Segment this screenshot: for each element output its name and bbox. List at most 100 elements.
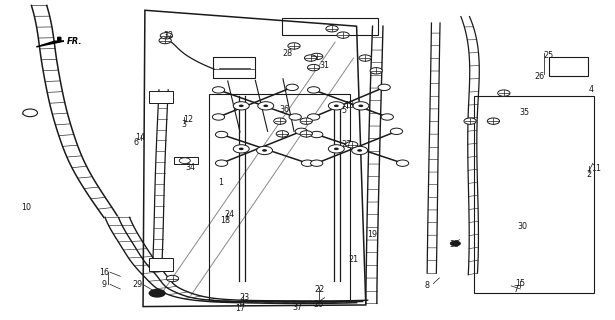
Circle shape bbox=[359, 105, 363, 107]
Text: 34: 34 bbox=[186, 163, 196, 172]
Circle shape bbox=[304, 55, 317, 61]
Text: 36: 36 bbox=[280, 105, 290, 114]
Circle shape bbox=[308, 64, 320, 71]
Circle shape bbox=[391, 128, 403, 134]
Text: 28: 28 bbox=[283, 49, 293, 58]
Bar bbox=[474, 96, 594, 293]
Circle shape bbox=[334, 105, 339, 107]
Text: 6: 6 bbox=[133, 138, 138, 147]
FancyBboxPatch shape bbox=[173, 157, 198, 164]
Text: 21: 21 bbox=[349, 255, 359, 264]
Text: 32: 32 bbox=[163, 31, 173, 40]
Circle shape bbox=[326, 26, 338, 32]
Text: 16: 16 bbox=[100, 268, 109, 277]
Text: FR.: FR. bbox=[67, 37, 82, 46]
Circle shape bbox=[262, 149, 267, 152]
Circle shape bbox=[161, 33, 172, 39]
Circle shape bbox=[346, 141, 358, 148]
Text: 26: 26 bbox=[534, 72, 544, 81]
Text: 25: 25 bbox=[544, 51, 554, 60]
Text: 14: 14 bbox=[135, 132, 146, 141]
Circle shape bbox=[334, 148, 339, 150]
Text: 7: 7 bbox=[514, 284, 518, 293]
Text: 30: 30 bbox=[517, 222, 527, 231]
Circle shape bbox=[498, 90, 510, 96]
Circle shape bbox=[233, 102, 249, 110]
Text: 17: 17 bbox=[235, 304, 245, 313]
Text: 13: 13 bbox=[344, 101, 354, 110]
FancyBboxPatch shape bbox=[549, 57, 588, 76]
Circle shape bbox=[215, 160, 228, 166]
Circle shape bbox=[397, 160, 409, 166]
Circle shape bbox=[23, 109, 38, 117]
Circle shape bbox=[149, 289, 166, 298]
Text: 9: 9 bbox=[101, 280, 106, 289]
Text: 29: 29 bbox=[132, 280, 143, 289]
Circle shape bbox=[300, 118, 312, 124]
Text: 4: 4 bbox=[589, 85, 593, 94]
Circle shape bbox=[295, 128, 308, 134]
Circle shape bbox=[301, 160, 314, 166]
Circle shape bbox=[357, 149, 362, 152]
Circle shape bbox=[337, 32, 349, 38]
Text: 20: 20 bbox=[314, 300, 323, 308]
Circle shape bbox=[288, 43, 300, 49]
Circle shape bbox=[258, 102, 274, 110]
FancyBboxPatch shape bbox=[149, 258, 173, 270]
Circle shape bbox=[311, 131, 323, 138]
Text: 3: 3 bbox=[181, 120, 186, 130]
Circle shape bbox=[274, 118, 286, 124]
Text: 2: 2 bbox=[586, 170, 591, 179]
Circle shape bbox=[179, 158, 190, 164]
Text: 37: 37 bbox=[292, 303, 302, 312]
Circle shape bbox=[353, 102, 369, 110]
Circle shape bbox=[256, 146, 272, 155]
Circle shape bbox=[233, 145, 249, 153]
Text: 18: 18 bbox=[220, 216, 229, 225]
Text: 35: 35 bbox=[519, 108, 529, 117]
Circle shape bbox=[311, 160, 323, 166]
Text: 10: 10 bbox=[22, 203, 31, 212]
Circle shape bbox=[378, 84, 391, 91]
Text: 15: 15 bbox=[515, 279, 525, 288]
Text: 8: 8 bbox=[424, 281, 430, 290]
Circle shape bbox=[289, 114, 301, 120]
Text: 22: 22 bbox=[314, 285, 324, 294]
Circle shape bbox=[311, 53, 323, 60]
Text: 11: 11 bbox=[591, 164, 601, 173]
Circle shape bbox=[159, 37, 172, 44]
Text: 33: 33 bbox=[449, 240, 459, 249]
Circle shape bbox=[370, 68, 383, 74]
Bar bbox=[209, 94, 351, 301]
Circle shape bbox=[328, 145, 344, 153]
FancyBboxPatch shape bbox=[149, 91, 173, 103]
Circle shape bbox=[286, 84, 298, 91]
Circle shape bbox=[359, 55, 371, 61]
Text: 19: 19 bbox=[367, 230, 377, 239]
Circle shape bbox=[308, 87, 320, 93]
Text: 31: 31 bbox=[319, 60, 329, 69]
Text: 5: 5 bbox=[342, 106, 347, 115]
Polygon shape bbox=[36, 37, 64, 47]
Circle shape bbox=[239, 148, 244, 150]
Circle shape bbox=[464, 118, 476, 124]
Circle shape bbox=[352, 146, 368, 155]
Circle shape bbox=[487, 118, 499, 124]
Text: 24: 24 bbox=[224, 210, 234, 219]
Circle shape bbox=[308, 114, 320, 120]
Text: 23: 23 bbox=[239, 293, 249, 302]
Circle shape bbox=[263, 105, 268, 107]
Circle shape bbox=[167, 275, 178, 282]
Circle shape bbox=[239, 105, 244, 107]
Circle shape bbox=[300, 131, 312, 137]
Circle shape bbox=[212, 114, 224, 120]
Circle shape bbox=[215, 131, 228, 138]
Circle shape bbox=[381, 114, 394, 120]
Text: 27: 27 bbox=[342, 140, 352, 149]
Circle shape bbox=[276, 131, 288, 137]
FancyBboxPatch shape bbox=[213, 57, 255, 78]
Circle shape bbox=[328, 102, 344, 110]
Text: 1: 1 bbox=[218, 178, 223, 187]
Text: 12: 12 bbox=[183, 115, 193, 124]
Circle shape bbox=[212, 87, 224, 93]
